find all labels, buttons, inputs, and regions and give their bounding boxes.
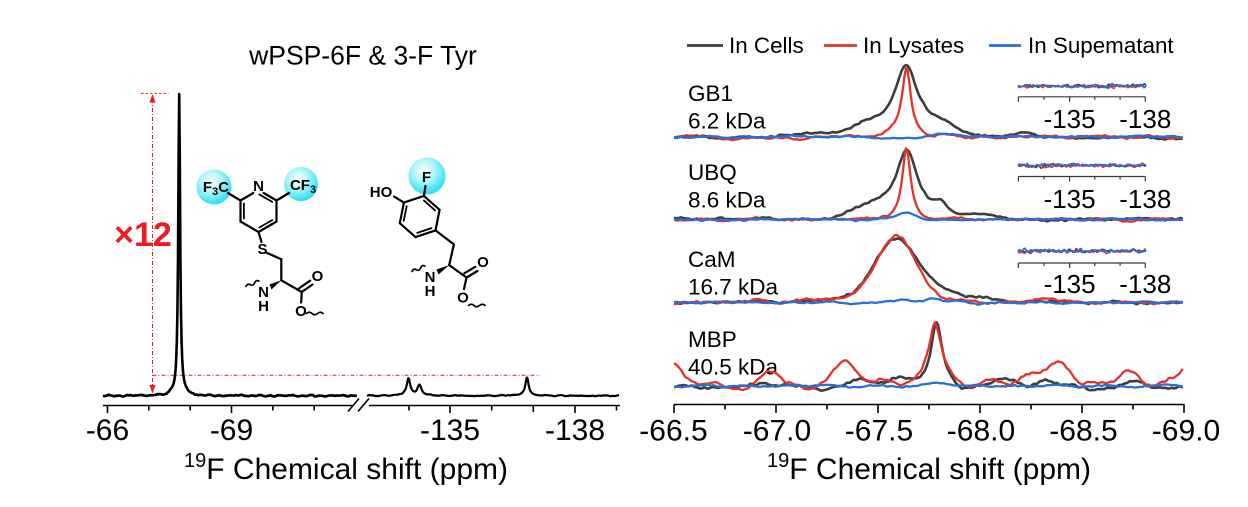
svg-text:N: N xyxy=(425,269,436,286)
svg-text:F3C: F3C xyxy=(203,179,229,198)
svg-text:-138: -138 xyxy=(1119,184,1171,214)
svg-text:19F Chemical shift (ppm): 19F Chemical shift (ppm) xyxy=(767,450,1091,486)
svg-text:-68.0: -68.0 xyxy=(947,415,1015,448)
svg-text:-135: -135 xyxy=(1044,104,1096,134)
svg-text:O: O xyxy=(295,303,307,320)
svg-text:-66: -66 xyxy=(86,414,129,447)
svg-text:6.2 kDa: 6.2 kDa xyxy=(688,109,766,134)
svg-text:In Lysates: In Lysates xyxy=(863,33,964,58)
svg-text:HO: HO xyxy=(370,184,393,201)
svg-text:19F Chemical shift (ppm): 19F Chemical shift (ppm) xyxy=(184,450,508,486)
svg-text:-138: -138 xyxy=(1119,104,1171,134)
svg-text:H: H xyxy=(425,283,436,300)
svg-text:O: O xyxy=(312,268,324,285)
svg-text:40.5 kDa: 40.5 kDa xyxy=(688,355,779,380)
svg-text:CaM: CaM xyxy=(688,247,736,272)
svg-text:H: H xyxy=(258,298,269,315)
svg-text:-135: -135 xyxy=(420,414,480,447)
svg-text:N: N xyxy=(258,284,269,301)
svg-text:-66.5: -66.5 xyxy=(639,415,707,448)
svg-text:-135: -135 xyxy=(1044,184,1096,214)
svg-text:N: N xyxy=(253,178,264,195)
svg-text:O: O xyxy=(457,290,469,307)
svg-text:In Supematant: In Supematant xyxy=(1028,33,1174,58)
svg-text:-69.0: -69.0 xyxy=(1152,415,1220,448)
svg-text:-138: -138 xyxy=(545,414,605,447)
svg-text:GB1: GB1 xyxy=(688,81,733,106)
svg-text:S: S xyxy=(257,241,267,258)
svg-text:8.6 kDa: 8.6 kDa xyxy=(688,188,766,213)
svg-text:MBP: MBP xyxy=(688,327,737,352)
svg-text:O: O xyxy=(477,254,489,271)
svg-text:-138: -138 xyxy=(1119,269,1171,299)
svg-text:In Cells: In Cells xyxy=(729,33,804,58)
svg-text:F: F xyxy=(422,169,431,186)
svg-text:-135: -135 xyxy=(1044,269,1096,299)
svg-text:×12: ×12 xyxy=(114,216,172,254)
svg-text:CF3: CF3 xyxy=(290,177,316,196)
svg-text:-67.0: -67.0 xyxy=(743,415,811,448)
svg-text:-68.5: -68.5 xyxy=(1049,415,1117,448)
svg-text:-67.5: -67.5 xyxy=(845,415,913,448)
svg-text:16.7 kDa: 16.7 kDa xyxy=(688,275,779,300)
svg-text:wPSP-6F & 3-F Tyr: wPSP-6F & 3-F Tyr xyxy=(248,41,477,71)
svg-text:-69: -69 xyxy=(210,414,253,447)
svg-text:UBQ: UBQ xyxy=(688,160,737,185)
